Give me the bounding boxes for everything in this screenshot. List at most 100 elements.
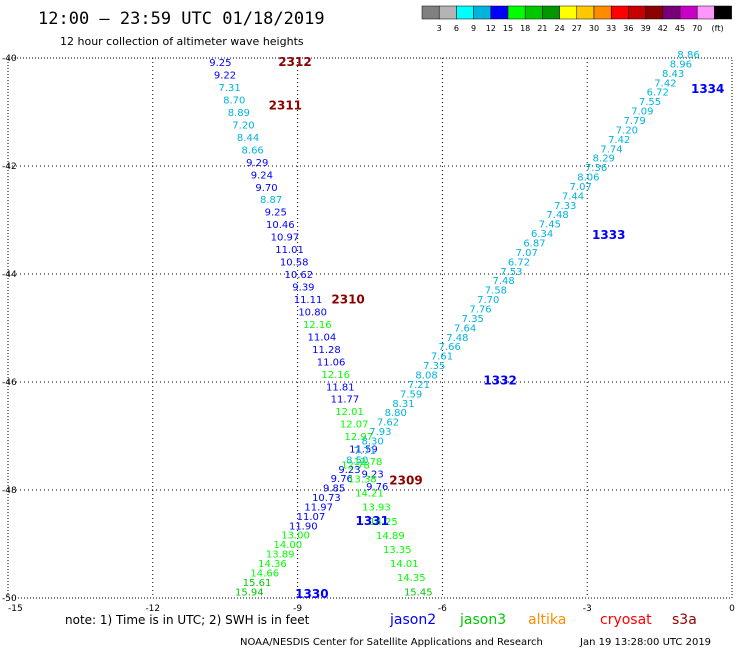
data-point-label: 7.35	[462, 314, 484, 325]
legend-label: 3	[437, 24, 442, 33]
y-tick-label: -50	[2, 594, 17, 604]
data-point-label: 9.25	[265, 208, 287, 219]
legend-swatch	[438, 5, 457, 20]
data-point-label: 12.78	[341, 460, 370, 471]
pass-label: 1330	[295, 587, 328, 601]
y-tick-label: -42	[2, 162, 17, 172]
legend-swatch	[714, 5, 732, 20]
data-point-label: 9.24	[251, 170, 273, 181]
legend-label: 45	[675, 24, 685, 33]
data-point-label: 8.89	[228, 108, 250, 119]
legend-swatch	[679, 5, 698, 20]
data-point-label: 7.74	[600, 144, 622, 155]
satellite-name-jason3: jason3	[459, 612, 506, 628]
legend-label: 9	[471, 24, 476, 33]
data-point-label: 11.97	[304, 502, 333, 513]
legend-swatch	[645, 5, 664, 20]
y-tick-label: -40	[2, 54, 17, 64]
pass-label: 2312	[278, 55, 311, 69]
data-point-label: 8.86	[677, 50, 699, 61]
data-point-label: 8.96	[670, 59, 692, 70]
legend-swatch	[507, 5, 526, 20]
y-tick-label: -48	[2, 486, 17, 496]
data-point-label: 12.78	[354, 457, 383, 468]
x-tick-label: -6	[438, 604, 447, 614]
data-point-label: 7.71	[354, 446, 376, 457]
legend-swatch	[490, 5, 509, 20]
legend-label: 18	[520, 24, 530, 33]
y-tick-label: -44	[2, 270, 17, 280]
legend-label: 42	[658, 24, 668, 33]
satellite-name-s3a: s3a	[672, 612, 697, 628]
data-point-label: 8.44	[237, 133, 259, 144]
legend-label: 24	[555, 24, 565, 33]
legend-label: 30	[589, 24, 599, 33]
data-point-label: 11.77	[331, 395, 360, 406]
data-point-label: 10.97	[271, 233, 300, 244]
data-point-label: 8.87	[260, 195, 282, 206]
data-point-label: 9.70	[255, 183, 277, 194]
data-point-label: 6.72	[647, 88, 669, 99]
data-point-label: 15.61	[243, 578, 272, 589]
data-point-label: 12.16	[303, 320, 332, 331]
data-point-label: 11.06	[317, 357, 346, 368]
legend-swatch	[576, 5, 595, 20]
data-point-label: 14.25	[369, 517, 398, 528]
legend-label: 6	[454, 24, 459, 33]
satellite-name-altika: altika	[528, 612, 566, 628]
legend-unit: (ft)	[712, 24, 724, 33]
satellite-name-jason2: jason2	[389, 612, 436, 628]
footer-timestamp: Jan 19 13:28:00 UTC 2019	[579, 637, 711, 648]
data-point-label: 14.36	[258, 559, 287, 570]
plot-area: -15 -12 -9 -6 -3 0-50-48-46-44-42-40 9.259.227…	[2, 50, 735, 614]
x-tick-label: -3	[583, 604, 592, 614]
legend-swatch	[524, 5, 543, 20]
data-point-label: 9.23	[361, 470, 383, 481]
pass-label: 1332	[483, 374, 516, 388]
legend-swatch	[628, 5, 646, 20]
data-point-label: 11.07	[297, 512, 326, 523]
data-point-label: 10.80	[298, 307, 327, 318]
legend-swatch	[662, 5, 681, 20]
data-point-label: 11.04	[308, 332, 337, 343]
pass-label: 1331	[356, 514, 389, 528]
data-point-label: 14.00	[274, 540, 303, 551]
data-point-label: 7.76	[469, 305, 491, 316]
data-point-label: 9.76	[366, 482, 388, 493]
legend-swatch	[559, 5, 578, 20]
data-point-label: 10.62	[284, 270, 313, 281]
data-point-label: 7.07	[570, 182, 592, 193]
data-point-label: 6.34	[531, 229, 553, 240]
x-tick-label: -9	[293, 604, 302, 614]
data-point-label: 7.09	[631, 107, 653, 118]
x-tick-label: 0	[729, 604, 735, 614]
data-point-label: 7.42	[608, 135, 630, 146]
data-point-label: 13.35	[383, 545, 412, 556]
data-point-label: 8.06	[577, 173, 599, 184]
chart-subtitle: 12 hour collection of altimeter wave hei…	[60, 35, 304, 48]
data-point-label: 13.93	[362, 503, 391, 514]
series-jason3: 12.78 13.38 14.21 13.93 14.25 14.89 13.35 14.01…	[341, 460, 432, 598]
note-text: note: 1) Time is in UTC; 2) SWH is in fe…	[65, 613, 310, 627]
data-point-label: 7.36	[585, 163, 607, 174]
x-tick-label: -12	[145, 604, 160, 614]
data-point-label: 12.07	[340, 420, 369, 431]
data-point-label: 7.07	[516, 248, 538, 259]
data-point-label: 8.43	[662, 69, 684, 80]
data-point-label: 7.42	[654, 78, 676, 89]
data-point-label: 7.93	[369, 427, 391, 438]
data-point-label: 8.66	[242, 145, 264, 156]
legend-label: 39	[641, 24, 651, 33]
data-point-label: 8.30	[361, 436, 383, 447]
data-point-label: 7.79	[623, 116, 645, 127]
series-jason2: 8.868.968.437.426.727.557.097.797.207.42…	[235, 50, 700, 598]
legend-label: 15	[503, 24, 513, 33]
legend-label: 36	[623, 24, 633, 33]
footer-credit: NOAA/NESDIS Center for Satellite Applica…	[240, 637, 543, 648]
color-legend: 3 6 9 12 15 18 21 24 27 30 33 36 39 42 45 70 (ft)	[421, 5, 732, 33]
data-point-label: 11.59	[349, 445, 378, 456]
data-point-label: 14.01	[390, 559, 419, 570]
data-point-label: 7.20	[616, 125, 638, 136]
data-point-label: 11.11	[294, 295, 323, 306]
pass-label: 2311	[269, 98, 302, 112]
